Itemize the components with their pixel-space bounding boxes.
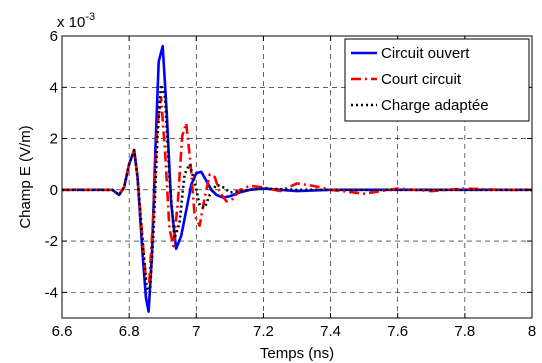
x-tick-label: 8	[528, 323, 536, 340]
y-axis-multiplier: x 10-3	[57, 11, 95, 31]
x-tick-label: 7.2	[253, 323, 274, 340]
y-multiplier-exponent: -3	[85, 11, 95, 23]
y-multiplier-base: x 10	[57, 14, 85, 31]
tick-labels: 6.6 6.8 7 7.2 7.4 7.6 7.8 8 -4 -2 0 2 4 6	[45, 28, 537, 340]
x-tick-label: 6.8	[119, 323, 140, 340]
x-tick-label: 6.6	[52, 323, 73, 340]
x-axis-title: Temps (ns)	[260, 345, 334, 362]
x-tick-label: 7.8	[454, 323, 475, 340]
y-axis-title: Champ E (V/m)	[17, 125, 34, 228]
y-tick-label: 4	[50, 79, 58, 96]
legend-label-1: Circuit ouvert	[381, 45, 470, 62]
legend-label-3: Charge adaptée	[381, 97, 489, 114]
y-tick-label: 6	[50, 28, 58, 45]
x-tick-label: 7	[192, 323, 200, 340]
plot-frame	[61, 35, 533, 319]
y-tick-label: -2	[45, 233, 58, 250]
y-tick-label: 0	[50, 182, 58, 199]
y-tick-label: -4	[45, 284, 58, 301]
series-line-2	[62, 96, 532, 284]
legend: Circuit ouvert Court circuit Charge adapté…	[344, 38, 530, 122]
x-tick-label: 7.6	[387, 323, 408, 340]
legend-label-2: Court circuit	[381, 71, 462, 88]
series-group	[62, 44, 532, 313]
y-tick-label: 2	[50, 131, 58, 148]
x-tick-label: 7.4	[320, 323, 341, 340]
series-line-3	[62, 83, 532, 294]
